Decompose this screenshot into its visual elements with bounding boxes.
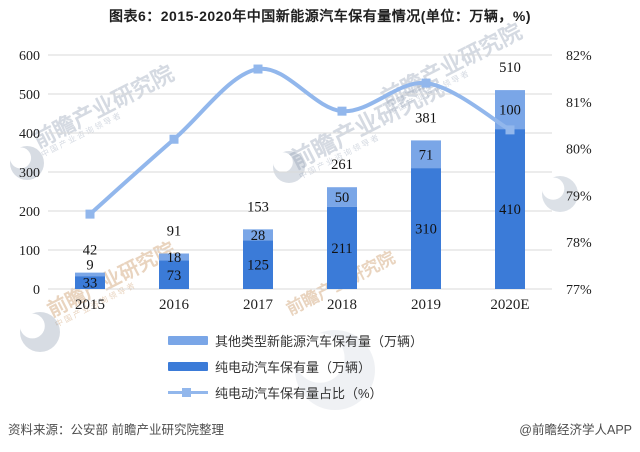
svg-text:78%: 78%	[566, 236, 592, 251]
svg-text:77%: 77%	[566, 283, 592, 298]
svg-text:510: 510	[499, 60, 521, 76]
svg-text:50: 50	[335, 190, 350, 206]
legend-label: 纯电动汽车保有量占比（%）	[215, 385, 383, 401]
right-axis-ticks: 77% 78% 79% 80% 81% 82%	[566, 49, 592, 298]
legend-item-pure-ev: 纯电动汽车保有量（万辆）	[168, 357, 423, 375]
credit-note: @前瞻经济学人APP	[519, 423, 632, 437]
bar-segment-pure-ev	[327, 206, 357, 289]
svg-text:310: 310	[415, 222, 437, 238]
bar-segment-pure-ev	[159, 260, 189, 289]
line-marker	[85, 209, 95, 219]
svg-text:2020E: 2020E	[490, 297, 529, 313]
svg-text:153: 153	[247, 199, 269, 215]
svg-text:300: 300	[19, 166, 40, 181]
svg-text:211: 211	[331, 241, 352, 257]
line-marker	[169, 134, 179, 144]
svg-text:71: 71	[419, 147, 434, 163]
svg-text:2015: 2015	[75, 297, 105, 313]
bar-segment-pure-ev	[411, 168, 441, 289]
bar-segment-other-type	[75, 272, 105, 277]
svg-text:18: 18	[167, 250, 182, 266]
legend-item-other-type: 其他类型新能源汽车保有量（万辆）	[168, 331, 423, 349]
bar-series	[75, 90, 525, 289]
bar-segment-other-type	[159, 253, 189, 261]
svg-text:33: 33	[83, 276, 98, 292]
legend-swatch-pure-bar-icon	[168, 361, 208, 371]
line-marker	[505, 125, 515, 135]
chart-legend: 其他类型新能源汽车保有量（万辆） 纯电动汽车保有量（万辆） 纯电动汽车保有量占比…	[168, 331, 423, 401]
legend-item-share-line: 纯电动汽车保有量占比（%）	[168, 383, 423, 401]
legend-label: 其他类型新能源汽车保有量（万辆）	[215, 333, 424, 349]
svg-text:2019: 2019	[411, 297, 441, 313]
bar-segment-pure-ev	[243, 240, 273, 289]
svg-text:0: 0	[33, 283, 40, 298]
legend-swatch-line-icon	[168, 387, 208, 398]
left-axis-ticks: 0 100 200 300 400 500 600	[19, 49, 40, 298]
bar-segment-other-type	[411, 140, 441, 169]
svg-text:600: 600	[19, 49, 40, 64]
svg-text:82%: 82%	[566, 49, 592, 64]
bar-value-labels: 429 33 91 18 73 153 28 125 261 50 211 381 71 310 510 10…	[83, 60, 521, 291]
line-marker	[337, 106, 347, 116]
svg-text:9: 9	[86, 258, 93, 274]
source-note: 资料来源：公安部 前瞻产业研究院整理	[8, 423, 224, 437]
gridlines	[48, 54, 552, 290]
svg-text:200: 200	[19, 205, 40, 220]
svg-text:81%: 81%	[566, 96, 592, 111]
legend-swatch-other-bar-icon	[168, 335, 208, 345]
bar-segment-pure-ev	[495, 129, 525, 289]
bar-segment-pure-ev	[75, 276, 105, 289]
x-axis-labels: 2015 2016 2017 2018 2019 2020E	[75, 297, 530, 313]
svg-text:2017: 2017	[243, 297, 274, 313]
line-marker	[253, 64, 263, 74]
svg-text:79%: 79%	[566, 189, 592, 204]
svg-text:500: 500	[19, 88, 40, 103]
svg-text:261: 261	[331, 157, 353, 173]
legend-label: 纯电动汽车保有量（万辆）	[215, 359, 372, 375]
svg-text:125: 125	[247, 258, 269, 274]
svg-text:410: 410	[499, 202, 521, 218]
svg-text:73: 73	[167, 268, 182, 284]
svg-text:2018: 2018	[327, 297, 357, 313]
svg-text:100: 100	[19, 244, 40, 259]
svg-text:2016: 2016	[159, 297, 190, 313]
svg-text:400: 400	[19, 127, 40, 142]
svg-text:381: 381	[415, 110, 437, 126]
line-marker	[421, 78, 431, 88]
svg-text:28: 28	[251, 228, 266, 244]
svg-text:91: 91	[167, 224, 182, 240]
share-line-series	[85, 64, 515, 219]
svg-text:100: 100	[499, 103, 521, 119]
bar-segment-other-type	[243, 229, 273, 241]
chart-title: 图表6：2015-2020年中国新能源汽车保有量情况(单位：万辆，%)	[108, 8, 531, 24]
svg-text:80%: 80%	[566, 143, 592, 158]
bar-segment-other-type	[327, 187, 357, 207]
svg-text:42: 42	[83, 243, 98, 259]
